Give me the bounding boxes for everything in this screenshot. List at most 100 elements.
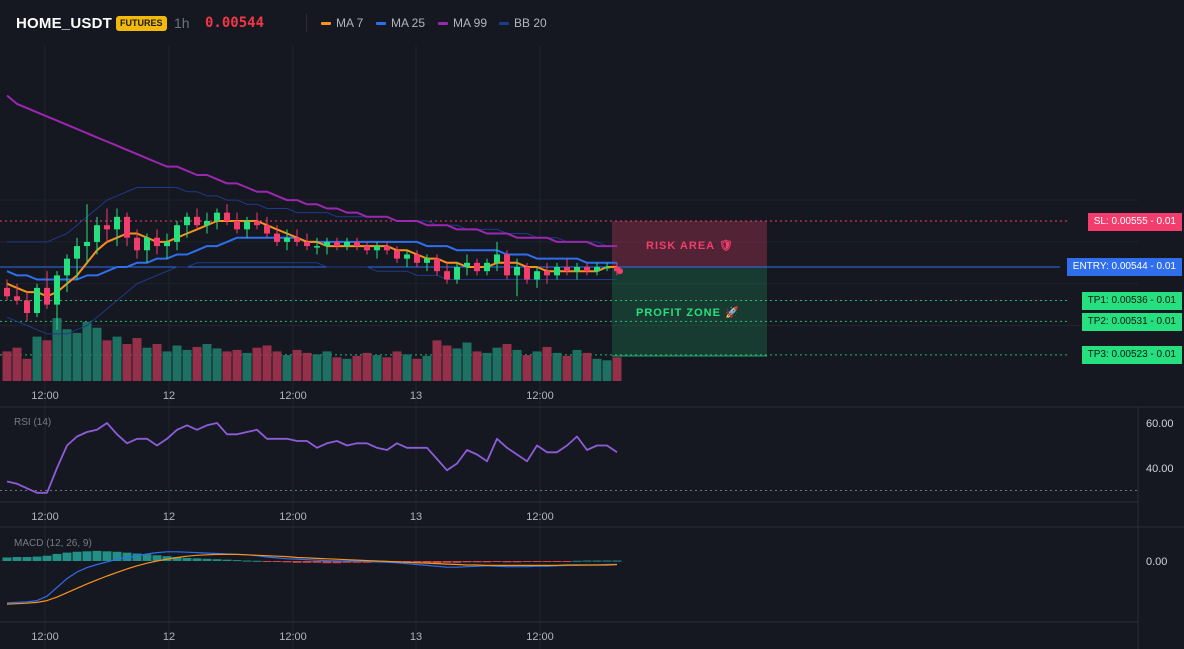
candle-body (144, 237, 150, 251)
macd-y-tick: 0.00 (1146, 556, 1167, 568)
volume-bar (242, 352, 252, 381)
legend-label: MA 7 (336, 16, 364, 30)
legend-bb20[interactable]: BB 20 (499, 16, 547, 30)
legend-ma25[interactable]: MA 25 (376, 16, 425, 30)
x-tick-label: 12 (163, 390, 175, 402)
rsi-line (6, 422, 618, 494)
macd-hist-bar (92, 550, 102, 561)
macd-hist-bar (242, 560, 252, 562)
volume-bar (322, 351, 332, 381)
volume-bar (422, 355, 432, 381)
candle-body (184, 216, 190, 226)
volume-bar (442, 345, 452, 381)
candle-body (114, 216, 120, 230)
candle-body (534, 271, 540, 280)
volume-bar (342, 358, 352, 381)
candle-body (464, 262, 470, 267)
macd-hist-bar (302, 561, 312, 563)
volume-bar (82, 321, 92, 381)
macd-hist-bar (312, 561, 322, 563)
candle-body (24, 300, 30, 313)
volume-bar (32, 336, 42, 381)
candle-body (234, 221, 240, 230)
candle-body (544, 271, 550, 276)
candle-body (104, 225, 110, 230)
volume-bar (172, 345, 182, 381)
volume-bar (412, 358, 422, 381)
volume-bar (482, 352, 492, 381)
profit-zone-label: PROFIT ZONE 🚀 (636, 307, 740, 319)
volume-bar (252, 347, 262, 381)
macd-hist-bar (22, 557, 32, 561)
profit-zone (612, 267, 767, 356)
macd-hist-bar (552, 561, 562, 562)
macd-hist-bar (182, 557, 192, 561)
macd-hist-bar (142, 554, 152, 561)
candle-body (44, 287, 50, 305)
volume-bar (292, 349, 302, 381)
macd-hist-bar (342, 561, 352, 563)
candle-body (514, 267, 520, 276)
ma99-line (6, 94, 617, 248)
candle-body (224, 212, 230, 221)
volume-bar (262, 345, 272, 381)
candle-body (124, 216, 130, 238)
legend-ma99[interactable]: MA 99 (438, 16, 487, 30)
candle-body (494, 254, 500, 263)
macd-hist-bar (482, 561, 492, 563)
volume-bar (62, 329, 72, 381)
volume-bar (132, 338, 142, 381)
x-tick-label: 13 (410, 390, 422, 402)
macd-hist-bar (542, 561, 552, 562)
volume-bar (142, 347, 152, 381)
rsi-y-tick: 60.00 (1146, 418, 1174, 430)
macd-hist-bar (572, 560, 582, 562)
macd-hist-bar (432, 561, 442, 564)
header-divider (306, 14, 307, 32)
legend-swatch (499, 21, 509, 25)
candle-body (204, 221, 210, 226)
macd-hist-bar (112, 551, 122, 561)
volume-bar (222, 351, 232, 381)
volume-bar (282, 355, 292, 381)
macd-hist-bar (192, 558, 202, 561)
volume-bar (472, 351, 482, 381)
macd-hist-bar (582, 560, 592, 562)
last-price-dot (617, 268, 623, 275)
volume-bar (502, 344, 512, 381)
candle-body (94, 225, 100, 242)
legend-ma7[interactable]: MA 7 (321, 16, 363, 30)
candle-body (214, 212, 220, 221)
volume-bar (452, 348, 462, 381)
macd-hist-bar (442, 561, 452, 563)
timeframe-label[interactable]: 1h (174, 15, 190, 31)
macd-hist-bar (72, 551, 82, 561)
volume-bar (12, 347, 22, 381)
legend-swatch (376, 21, 386, 25)
legend-swatch (321, 21, 331, 25)
candle-body (34, 287, 40, 313)
volume-bar (562, 355, 572, 381)
volume-bar (72, 332, 82, 381)
candle-body (414, 254, 420, 263)
candle-body (264, 225, 270, 234)
volume-bar (182, 349, 192, 381)
x-tick-label: 13 (410, 511, 422, 523)
volume-bar (572, 349, 582, 381)
macd-hist-bar (32, 556, 42, 561)
macd-hist-bar (522, 561, 532, 562)
volume-bar (162, 351, 172, 381)
candle-body (604, 267, 610, 269)
candle-body (244, 221, 250, 230)
x-tick-label: 12:00 (526, 631, 554, 643)
macd-hist-bar (122, 552, 132, 561)
tp3-level-label: TP3: 0.00523 - 0.01 (1081, 346, 1182, 364)
macd-hist-bar (162, 556, 172, 561)
macd-hist-bar (172, 557, 182, 561)
volume-bar (202, 344, 212, 381)
x-tick-label: 12 (163, 631, 175, 643)
macd-hist-bar (592, 560, 602, 562)
x-tick-label: 12:00 (31, 631, 59, 643)
symbol-name[interactable]: HOME_USDT (16, 15, 112, 32)
